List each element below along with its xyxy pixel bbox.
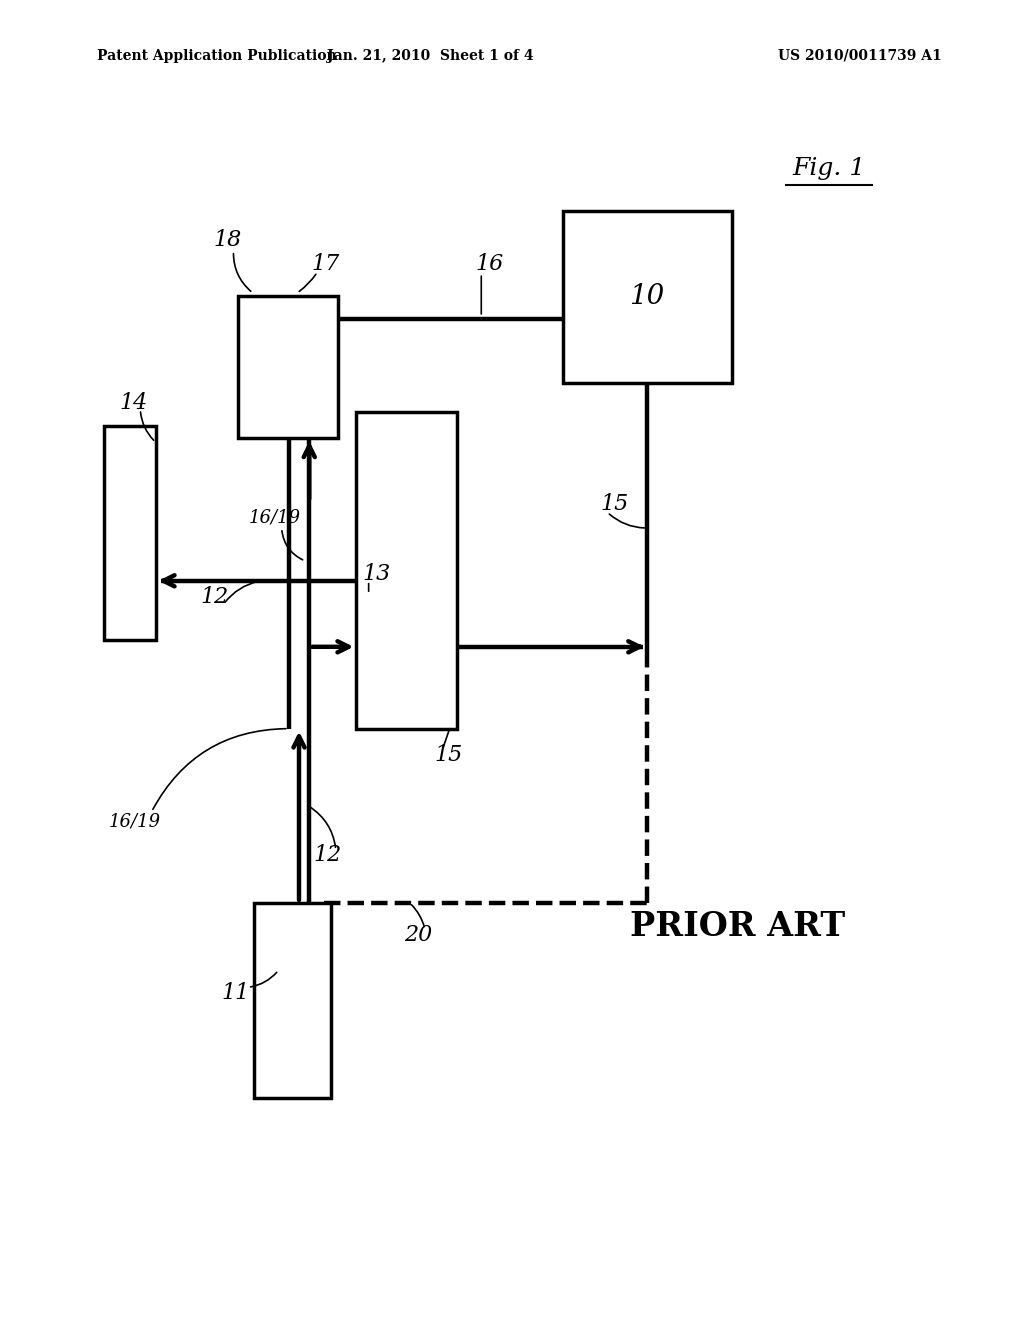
Text: 16/19: 16/19 [110,812,161,830]
Text: 10: 10 [630,284,665,310]
Text: 20: 20 [403,924,432,945]
Text: PRIOR ART: PRIOR ART [630,911,845,942]
Text: Fig. 1: Fig. 1 [793,157,866,181]
Bar [563,211,732,383]
Text: 16/19: 16/19 [249,508,300,527]
Text: Jan. 21, 2010  Sheet 1 of 4: Jan. 21, 2010 Sheet 1 of 4 [327,49,534,63]
Text: Patent Application Publication: Patent Application Publication [97,49,337,63]
Text: 15: 15 [434,744,463,766]
Bar [254,903,331,1098]
Text: 13: 13 [362,564,391,585]
Bar [104,426,156,640]
Text: 16: 16 [475,253,504,275]
Text: 12: 12 [201,586,229,607]
Text: 17: 17 [311,253,340,275]
Text: 18: 18 [213,230,242,251]
Text: US 2010/0011739 A1: US 2010/0011739 A1 [778,49,942,63]
Bar [356,412,457,729]
Text: 15: 15 [600,494,629,515]
Bar [238,296,338,438]
Text: 11: 11 [221,982,250,1003]
Text: 12: 12 [313,845,342,866]
Text: 14: 14 [119,392,147,413]
